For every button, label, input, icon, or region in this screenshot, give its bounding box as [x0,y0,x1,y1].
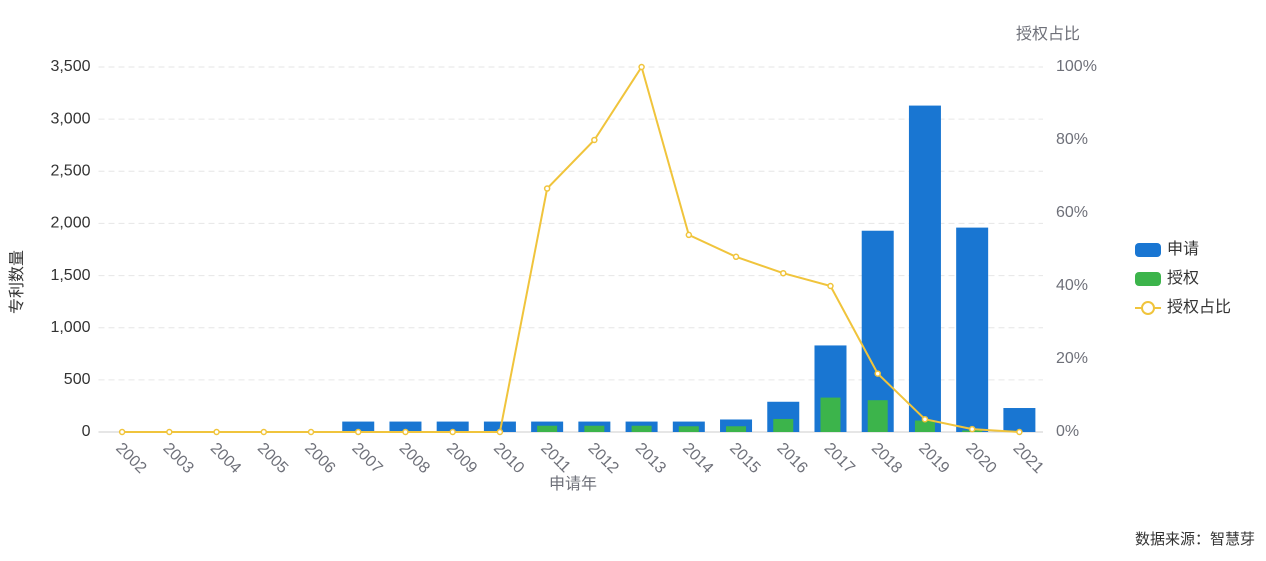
bar [820,397,841,432]
y2-tick-label: 40% [1056,277,1088,294]
line-point [968,425,976,433]
y2-tick-label: 20% [1056,350,1088,367]
x-tick-label: 2009 [443,440,480,477]
x-tick-label: 2005 [254,440,291,477]
line-point [118,428,126,436]
y2-tick-label: 60% [1056,204,1088,221]
bar [389,421,422,432]
line-point [260,428,268,436]
bar [1003,408,1036,432]
y-tick-label: 3,500 [50,58,90,75]
legend-swatch [1135,243,1161,257]
x-tick-label: 2012 [585,440,622,477]
line-point [307,428,315,436]
x-tick-label: 2016 [773,440,810,477]
line-point [732,253,740,261]
x-tick-label: 2002 [112,440,149,477]
legend-swatch [1135,272,1161,286]
bar [436,421,469,432]
x-tick-label: 2011 [537,440,573,476]
line-point [166,428,173,436]
line-point [496,428,504,436]
line-point [827,282,834,290]
y-tick-label: 0 [82,423,91,440]
y-tick-label: 500 [64,371,91,388]
x-tick-label: 2014 [679,440,716,477]
bar [914,420,935,432]
line-point [638,63,645,71]
line-point [543,185,551,192]
line-point [449,428,456,436]
bar [861,230,894,432]
line-point [685,231,693,239]
line-point [213,428,220,436]
y-tick-label: 1,500 [50,267,90,284]
bar [537,425,558,432]
y-tick-label: 2,000 [50,215,90,232]
y-axis-title: 专利数量 [8,250,26,314]
line-point [780,269,787,277]
bar [342,421,375,432]
line-point [354,428,362,436]
y2-tick-label: 80% [1056,131,1088,148]
bar [631,425,652,432]
x-tick-label: 2018 [868,440,905,477]
y-tick-label: 1,000 [50,319,90,336]
x-tick-label: 2004 [207,440,244,477]
bar [956,227,989,432]
x-tick-label: 2007 [348,440,385,477]
source-note: 数据来源：智慧芽 [1135,530,1255,548]
legend-label: 申请 [1167,240,1199,258]
x-tick-label: 2010 [490,440,527,477]
legend-label: 授权占比 [1167,298,1231,316]
line-point [591,136,598,144]
x-tick-label: 2006 [301,440,338,477]
bar [726,426,747,432]
x-tick-label: 2021 [1010,440,1047,477]
legend-label: 授权 [1167,269,1199,287]
bar [867,400,888,432]
y2-axis-title: 授权占比 [1016,25,1080,43]
x-tick-label: 2003 [160,440,197,477]
x-tick-label: 2015 [726,440,763,477]
bar [584,425,605,432]
x-tick-label: 2013 [632,440,669,477]
y2-tick-label: 0% [1056,423,1079,440]
y-tick-label: 2,500 [50,163,90,180]
x-axis-title: 申请年 [549,475,597,493]
legend-swatch [1141,301,1155,315]
y2-tick-label: 100% [1056,58,1097,75]
line-point [874,370,881,377]
y-tick-label: 3,000 [50,110,90,127]
x-tick-label: 2019 [915,440,952,477]
line-point [921,415,929,423]
bar [773,418,794,432]
x-tick-label: 2008 [396,440,433,477]
line-point [1016,428,1023,436]
x-tick-label: 2020 [962,440,999,477]
x-tick-label: 2017 [821,440,858,477]
bar [678,426,699,432]
line-point [402,428,409,436]
line [122,64,1020,433]
bar [908,105,941,432]
